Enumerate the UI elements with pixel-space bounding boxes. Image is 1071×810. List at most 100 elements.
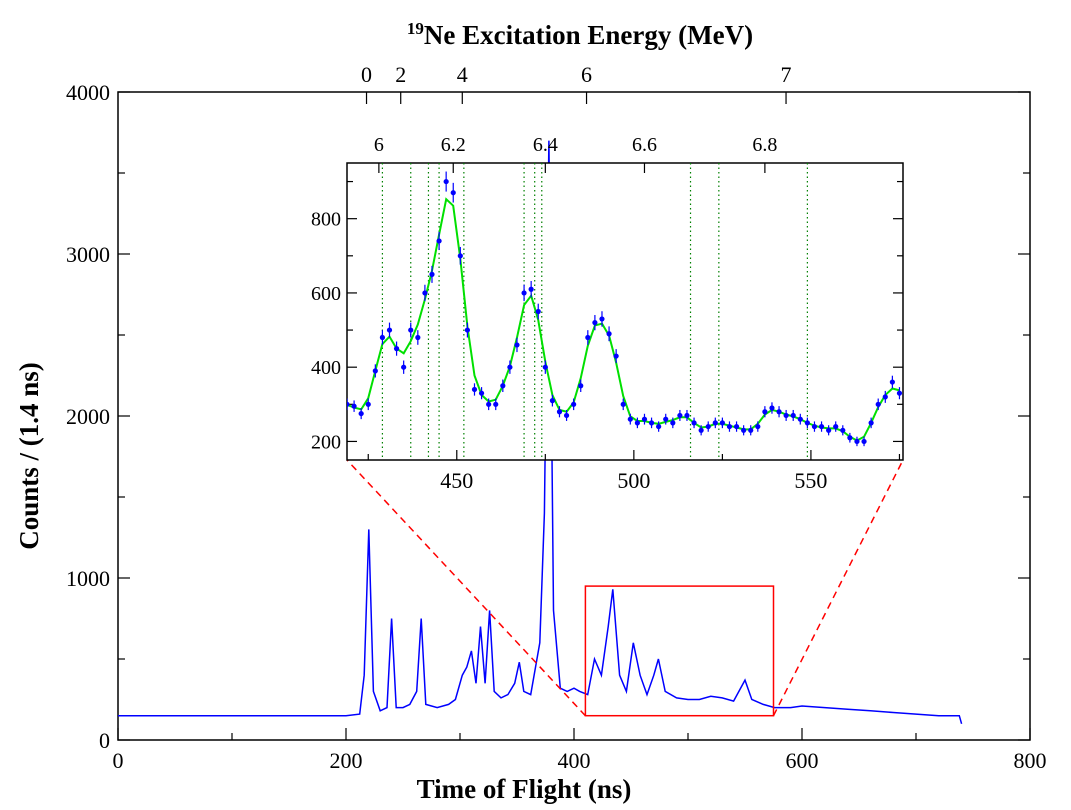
- data-marker: [748, 427, 754, 433]
- data-marker: [471, 386, 478, 393]
- data-point: [422, 284, 428, 302]
- data-point: [347, 398, 350, 411]
- inset-plot: 450 500 550 200 400 600 800 6 6.2 6.4 6.6 6.8: [311, 134, 904, 493]
- data-marker: [790, 412, 796, 419]
- data-marker: [705, 423, 711, 430]
- y-tick-label: 0: [99, 728, 110, 753]
- data-marker: [762, 409, 768, 415]
- data-point: [748, 425, 754, 436]
- data-marker: [804, 420, 810, 426]
- data-point: [804, 417, 810, 429]
- top-tick-label: 6: [581, 62, 592, 87]
- data-marker: [755, 423, 761, 430]
- data-point: [471, 383, 478, 396]
- data-marker: [627, 416, 633, 422]
- data-marker: [365, 401, 371, 407]
- data-point: [493, 398, 499, 411]
- data-point: [719, 417, 725, 429]
- inset-top-tick-label: 6.6: [632, 134, 657, 156]
- inset-y-tick-label: 400: [311, 357, 341, 379]
- data-marker: [648, 420, 655, 426]
- zoom-box: [584, 585, 775, 717]
- data-marker: [443, 178, 449, 185]
- data-point: [705, 421, 711, 432]
- data-point: [528, 280, 534, 298]
- data-marker: [464, 327, 471, 333]
- data-marker: [372, 368, 378, 374]
- y-axis-title: Counts / (1.4 ns): [14, 362, 44, 550]
- data-marker: [854, 438, 860, 445]
- data-point: [783, 409, 789, 421]
- data-point: [818, 421, 825, 432]
- data-marker: [670, 420, 676, 426]
- data-marker: [818, 423, 825, 430]
- x-tick-label: 0: [113, 748, 124, 773]
- top-tick-label: 4: [457, 62, 468, 87]
- x-tick-label: 600: [786, 748, 819, 773]
- zoom-connector-left: [346, 459, 586, 717]
- data-marker: [351, 403, 357, 409]
- data-marker: [663, 416, 669, 422]
- data-marker: [521, 290, 527, 296]
- inset-frame: [346, 162, 904, 461]
- data-point: [811, 421, 818, 432]
- y-tick-label: 3000: [66, 242, 110, 267]
- data-marker: [571, 401, 577, 407]
- data-point: [386, 322, 393, 338]
- data-point: [847, 432, 853, 443]
- data-marker: [677, 412, 683, 419]
- data-marker: [811, 423, 818, 430]
- data-point: [882, 390, 888, 403]
- y-tick-label: 2000: [66, 404, 110, 429]
- data-marker: [556, 409, 563, 415]
- data-point: [762, 406, 768, 418]
- data-marker: [592, 320, 598, 326]
- data-marker: [698, 427, 704, 433]
- data-point: [684, 409, 690, 421]
- data-point: [514, 337, 520, 353]
- data-marker: [896, 390, 903, 396]
- data-marker: [712, 420, 718, 426]
- spectrum-line-0: [118, 140, 963, 725]
- data-marker: [408, 327, 414, 333]
- data-marker: [783, 412, 789, 419]
- data-marker: [507, 364, 513, 370]
- inset-x-tick-label: 550: [794, 468, 827, 493]
- data-point: [450, 182, 456, 203]
- top-axis-title-text: Ne Excitation Energy (MeV): [424, 20, 753, 50]
- data-point: [868, 417, 874, 429]
- inset-y-tick-label: 600: [311, 283, 341, 305]
- data-marker: [840, 427, 846, 433]
- data-point: [549, 394, 556, 407]
- data-point: [627, 413, 633, 425]
- data-point: [641, 413, 648, 425]
- top-tick-label: 7: [781, 62, 792, 87]
- data-point: [436, 231, 442, 251]
- data-point: [854, 436, 860, 447]
- data-marker: [613, 353, 619, 359]
- data-marker: [429, 271, 435, 277]
- data-point: [896, 387, 903, 400]
- data-marker: [358, 410, 364, 417]
- data-point: [755, 421, 761, 432]
- data-marker: [549, 398, 556, 404]
- data-marker: [656, 423, 662, 430]
- data-marker: [641, 416, 648, 422]
- data-point: [733, 421, 740, 432]
- data-marker: [769, 405, 775, 411]
- data-marker: [585, 334, 591, 341]
- inset-top-tick-label: 6: [374, 134, 384, 156]
- data-marker: [493, 401, 499, 407]
- data-marker: [826, 427, 832, 433]
- data-point: [401, 360, 407, 374]
- inset-top-tick-label: 6.4: [533, 134, 558, 156]
- data-point: [415, 330, 421, 345]
- data-marker: [776, 409, 782, 415]
- data-marker: [578, 383, 584, 389]
- inset-top-tick-label: 6.8: [752, 134, 777, 156]
- y-tick-label: 1000: [66, 566, 110, 591]
- data-point: [776, 406, 782, 418]
- inset-x-tick-label: 450: [440, 468, 473, 493]
- x-tick-label: 800: [1014, 748, 1047, 773]
